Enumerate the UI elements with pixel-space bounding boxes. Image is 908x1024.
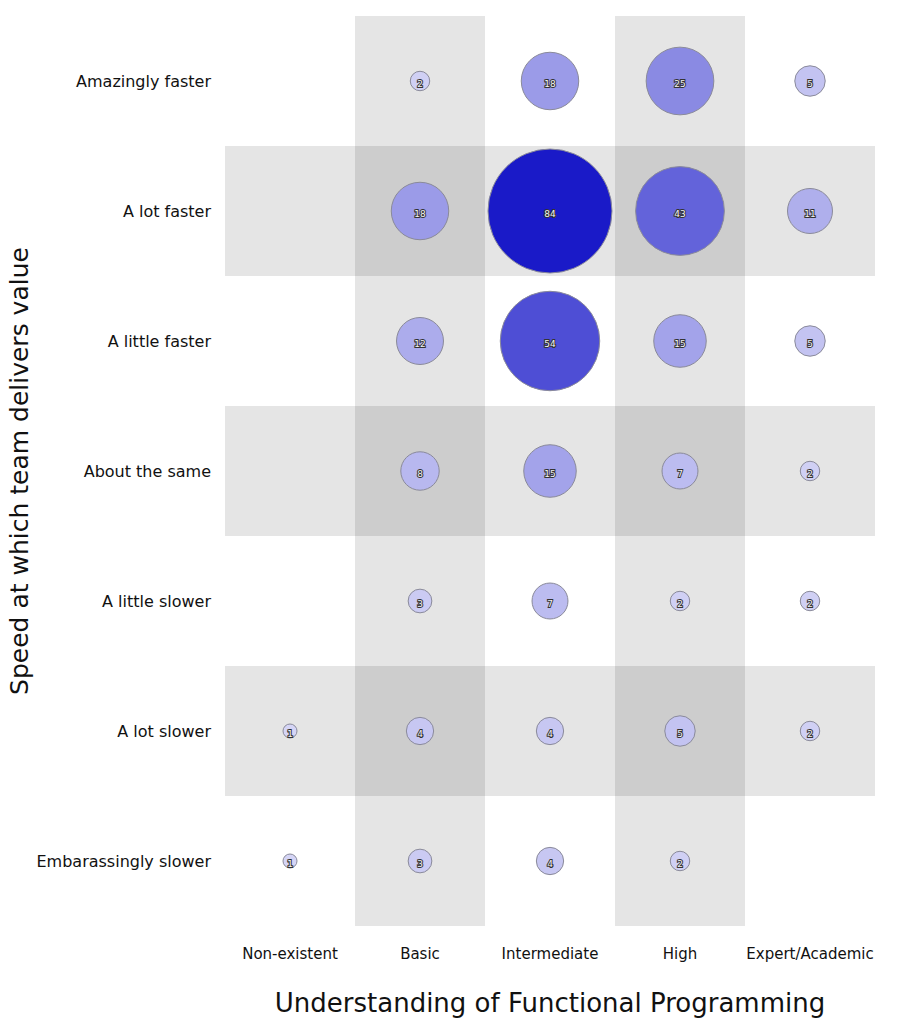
svg-text:High: High <box>663 945 697 963</box>
svg-text:2: 2 <box>677 599 683 609</box>
svg-text:7: 7 <box>547 599 553 609</box>
svg-text:A lot slower: A lot slower <box>117 722 211 741</box>
svg-text:4: 4 <box>547 729 553 739</box>
svg-text:2: 2 <box>807 729 813 739</box>
svg-text:1: 1 <box>287 859 293 869</box>
svg-text:Intermediate: Intermediate <box>502 945 599 963</box>
svg-text:2: 2 <box>677 859 683 869</box>
svg-text:A little slower: A little slower <box>102 592 211 611</box>
svg-text:12: 12 <box>414 339 425 349</box>
svg-text:1: 1 <box>287 729 293 739</box>
svg-text:2: 2 <box>807 599 813 609</box>
svg-text:15: 15 <box>674 339 685 349</box>
svg-text:2: 2 <box>417 79 423 89</box>
svg-text:Expert/Academic: Expert/Academic <box>746 945 873 963</box>
svg-text:84: 84 <box>544 209 556 219</box>
svg-text:3: 3 <box>417 599 423 609</box>
svg-text:25: 25 <box>674 79 685 89</box>
svg-text:Non-existent: Non-existent <box>242 945 338 963</box>
svg-text:11: 11 <box>804 209 815 219</box>
svg-text:4: 4 <box>547 859 553 869</box>
svg-text:8: 8 <box>417 469 423 479</box>
svg-text:3: 3 <box>417 859 423 869</box>
svg-text:Embarassingly slower: Embarassingly slower <box>36 852 211 871</box>
svg-text:Speed at which team delivers v: Speed at which team delivers value <box>8 247 34 695</box>
svg-text:About the same: About the same <box>84 462 211 481</box>
svg-text:54: 54 <box>544 339 556 349</box>
svg-text:7: 7 <box>677 469 683 479</box>
svg-text:5: 5 <box>807 79 813 89</box>
svg-text:18: 18 <box>414 209 426 219</box>
svg-text:18: 18 <box>544 79 556 89</box>
svg-text:43: 43 <box>674 209 685 219</box>
svg-text:A lot faster: A lot faster <box>123 202 212 221</box>
svg-text:5: 5 <box>807 339 813 349</box>
svg-text:15: 15 <box>544 469 555 479</box>
svg-text:5: 5 <box>677 729 683 739</box>
svg-text:2: 2 <box>807 469 813 479</box>
svg-text:A little faster: A little faster <box>108 332 212 351</box>
svg-text:Understanding of Functional Pr: Understanding of Functional Programming <box>275 988 825 1018</box>
svg-text:4: 4 <box>417 729 423 739</box>
svg-text:Amazingly faster: Amazingly faster <box>76 72 211 91</box>
svg-text:Basic: Basic <box>400 945 440 963</box>
